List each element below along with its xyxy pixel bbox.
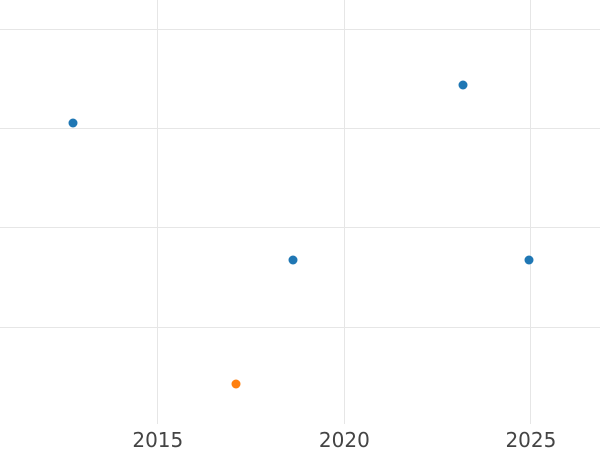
vertical-gridline [157, 0, 159, 424]
data-point-blue [524, 255, 534, 265]
data-point-blue [458, 80, 468, 90]
data-point-orange [231, 379, 241, 389]
horizontal-gridline [0, 128, 600, 130]
x-tick-label: 2020 [318, 428, 370, 452]
data-point-blue [68, 118, 78, 128]
vertical-gridline [343, 0, 345, 424]
horizontal-gridline [0, 28, 600, 30]
x-tick-label: 2015 [132, 428, 184, 452]
vertical-gridline [530, 0, 532, 424]
horizontal-gridline [0, 326, 600, 328]
horizontal-gridline [0, 227, 600, 229]
x-tick-label: 2025 [505, 428, 557, 452]
data-point-blue [288, 255, 298, 265]
